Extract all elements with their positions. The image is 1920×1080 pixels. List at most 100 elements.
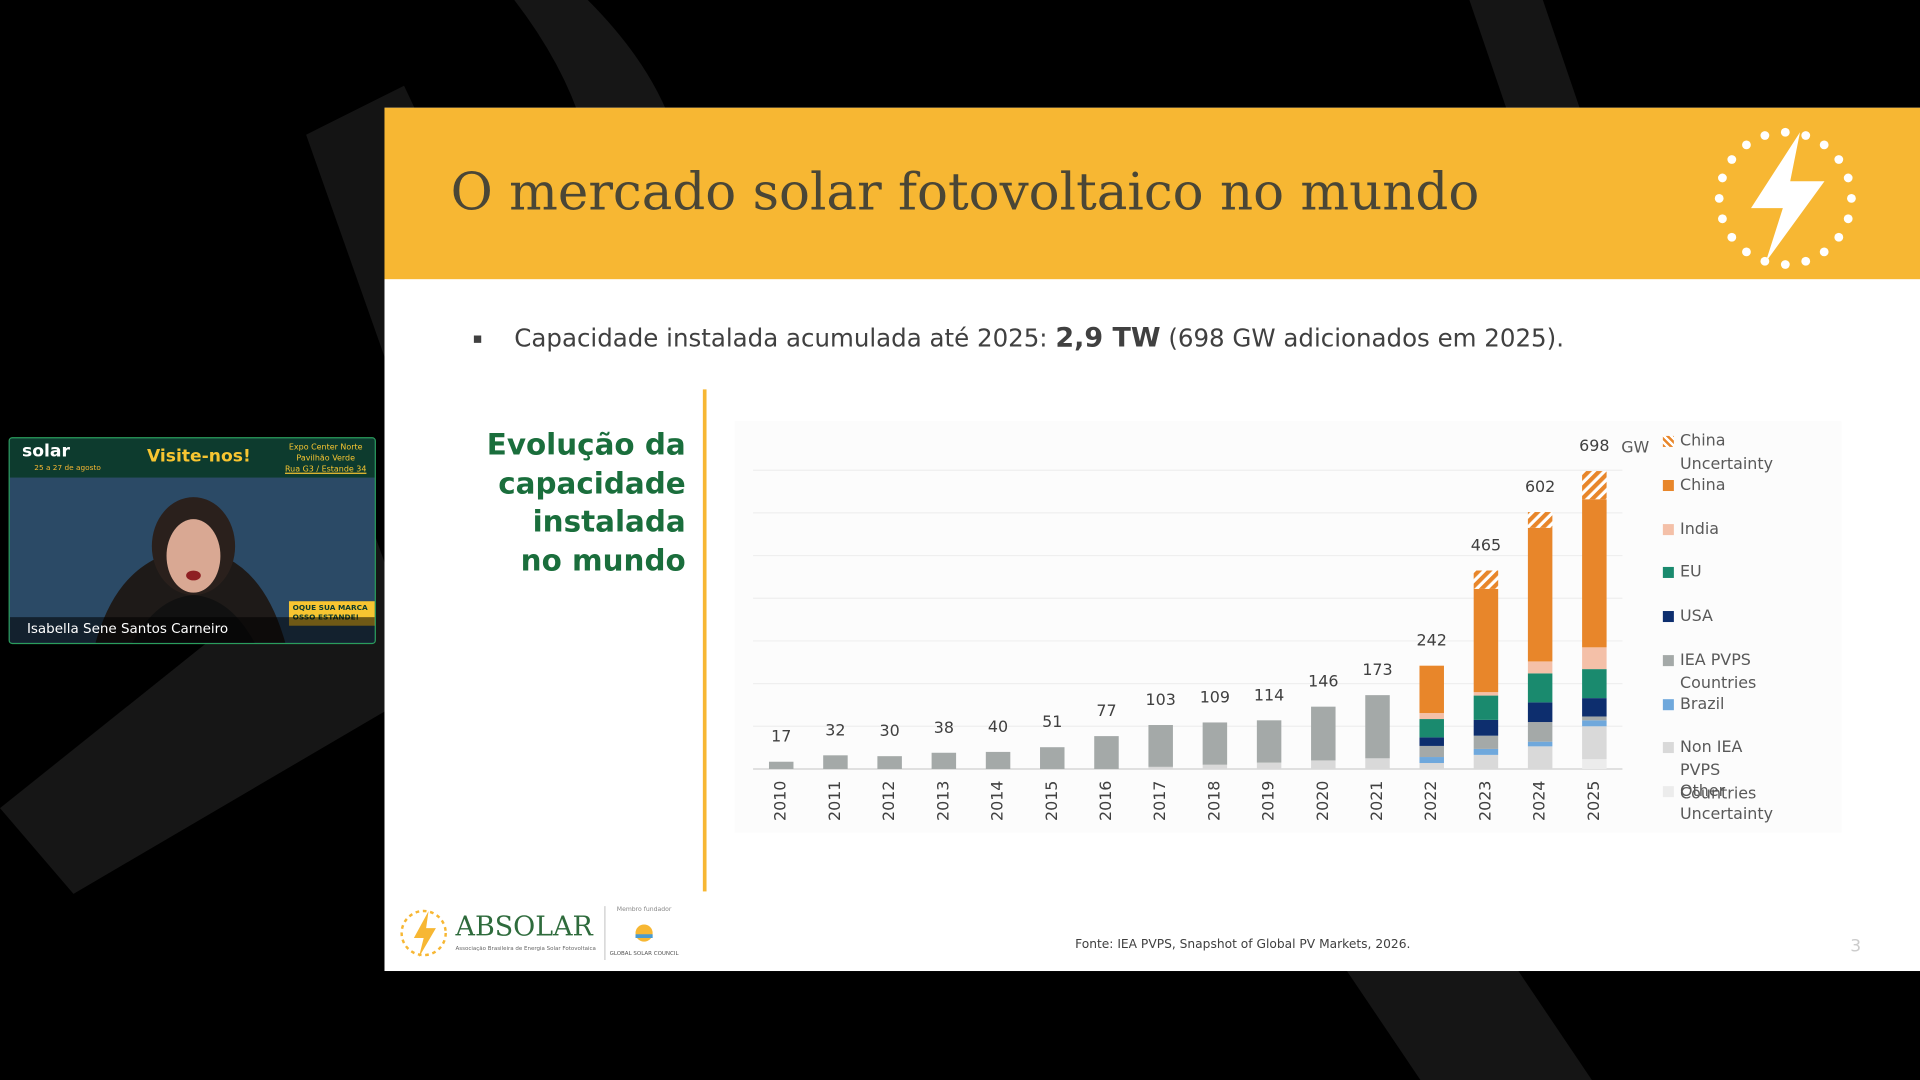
- bar-segment: [1582, 499, 1607, 648]
- legend-swatch: [1662, 566, 1674, 578]
- bar-segment: [1473, 754, 1499, 769]
- legend-item: Other Uncertainty: [1662, 780, 1828, 827]
- bar-segment: [1419, 665, 1444, 714]
- x-tick-label: 2010: [771, 781, 790, 821]
- lightning-logo: [1714, 127, 1856, 269]
- bar-segment: [1365, 758, 1390, 769]
- legend-label: Brazil: [1680, 695, 1725, 714]
- legend-item: China Uncertainty: [1662, 430, 1828, 477]
- venue-line: Rua G3 / Estande 34: [285, 464, 367, 474]
- bar-segment: [1419, 713, 1444, 720]
- total-label: 146: [1308, 672, 1338, 691]
- chart-background: [734, 421, 1842, 833]
- bullet-part: (698 GW adicionados em 2025).: [1160, 323, 1564, 353]
- slide: O mercado solar fotovoltaico no mundo Ca…: [384, 107, 1920, 972]
- logo-text: ABSOLAR: [455, 912, 594, 943]
- logo-subtitle: Associação Brasileira de Energia Solar F…: [456, 946, 596, 952]
- source-note: Fonte: IEA PVPS, Snapshot of Global PV M…: [1075, 937, 1411, 952]
- total-label: 38: [934, 718, 954, 737]
- total-label: 109: [1200, 687, 1230, 706]
- absolar-logo: ABSOLAR Associação Brasileira de Energia…: [400, 906, 680, 960]
- legend-item: China: [1662, 474, 1828, 497]
- banner-cta: Visite-nos!: [146, 446, 251, 467]
- bar-segment: [1419, 745, 1444, 758]
- legend-label: China Uncertainty: [1680, 432, 1774, 474]
- bar-segment: [1311, 706, 1336, 761]
- legend-label: Other Uncertainty: [1680, 782, 1774, 825]
- bar-segment: [877, 756, 902, 769]
- legend-item: USA: [1662, 605, 1828, 628]
- venue-line: Expo Center Norte: [288, 442, 363, 452]
- total-label: 30: [880, 721, 900, 740]
- name-bar: [9, 617, 375, 643]
- slide-title: O mercado solar fotovoltaico no mundo: [450, 161, 1480, 222]
- member-text: Membro fundador: [617, 906, 672, 913]
- bar-segment: [1527, 722, 1553, 742]
- legend-label: India: [1680, 520, 1720, 539]
- bar-segment: [1473, 588, 1499, 693]
- bar-segment: [1419, 719, 1444, 738]
- video-tile[interactable]: solar 25 a 27 de agosto Visite-nos! Expo…: [8, 437, 376, 645]
- bar-segment: [1527, 746, 1553, 769]
- bar-segment: [1148, 725, 1173, 767]
- bar-segment: [1148, 766, 1173, 769]
- venue-line: Pavilhão Verde: [296, 453, 356, 463]
- legend-item: India: [1662, 518, 1828, 541]
- bar-segment: [823, 755, 848, 769]
- bar-segment: [1365, 695, 1390, 759]
- bullet-bold: 2,9 TW: [1055, 323, 1161, 354]
- x-tick-label: 2024: [1530, 781, 1549, 821]
- bar-segment: [1202, 722, 1228, 765]
- legend-swatch: [1662, 786, 1674, 798]
- bar-segment: [1582, 726, 1607, 760]
- total-label: 173: [1362, 660, 1392, 679]
- legend-swatch: [1662, 480, 1674, 492]
- bar-segment: [1094, 736, 1119, 769]
- bar-segment: [1527, 527, 1553, 662]
- x-tick-label: 2025: [1584, 781, 1603, 821]
- x-tick-label: 2017: [1150, 781, 1169, 821]
- bar-segment: [1419, 757, 1444, 764]
- chart-heading: Evolução da capacidade instalada no mund…: [486, 427, 686, 578]
- legend-swatch: [1662, 655, 1674, 667]
- bar-segment: [1527, 661, 1553, 674]
- x-tick-label: 2021: [1367, 781, 1386, 821]
- bar-segment: [1473, 735, 1499, 749]
- council-text: GLOBAL SOLAR COUNCIL: [610, 951, 680, 957]
- page-number: 3: [1850, 936, 1862, 957]
- x-tick-label: 2016: [1096, 781, 1115, 821]
- legend-swatch: [1662, 611, 1674, 623]
- x-tick-label: 2020: [1313, 781, 1332, 821]
- legend-item: Non IEA PVPS Countries: [1662, 736, 1828, 806]
- banner-dates: 25 a 27 de agosto: [34, 464, 101, 473]
- bar-segment: [1527, 512, 1553, 528]
- total-label: 242: [1417, 631, 1447, 650]
- legend-item: Brazil: [1662, 693, 1828, 716]
- x-tick-label: 2013: [933, 781, 952, 821]
- banner-venue: Expo Center Norte Pavilhão Verde Rua G3 …: [282, 442, 370, 475]
- bar-segment: [1527, 673, 1553, 703]
- bar-segment: [1256, 762, 1282, 769]
- bullet-text: Capacidade instalada acumulada até 2025:…: [514, 323, 1564, 354]
- bullet-part: Capacidade instalada acumulada até 2025:: [514, 323, 1056, 353]
- x-tick-label: 2012: [879, 781, 898, 821]
- badge-line: OQUE SUA MARCA: [292, 603, 368, 613]
- bar-segment: [1527, 702, 1553, 723]
- bar-segment: [1311, 760, 1336, 769]
- slide-header: O mercado solar fotovoltaico no mundo: [384, 107, 1920, 280]
- bar-segment: [1582, 669, 1607, 699]
- bar-segment: [1256, 720, 1282, 763]
- bar-segment: [1582, 716, 1607, 721]
- total-label: 103: [1145, 690, 1175, 709]
- total-label: 17: [771, 727, 791, 746]
- bar-segment: [1473, 719, 1499, 736]
- bar-segment: [1419, 737, 1444, 746]
- bar-segment: [1473, 748, 1499, 755]
- bar-segment: [1202, 764, 1228, 769]
- x-tick-label: 2015: [1042, 781, 1061, 821]
- bar-segment: [768, 761, 794, 769]
- bar-segment: [985, 751, 1011, 769]
- bar-segment: [1582, 698, 1607, 717]
- total-label: 32: [825, 720, 845, 739]
